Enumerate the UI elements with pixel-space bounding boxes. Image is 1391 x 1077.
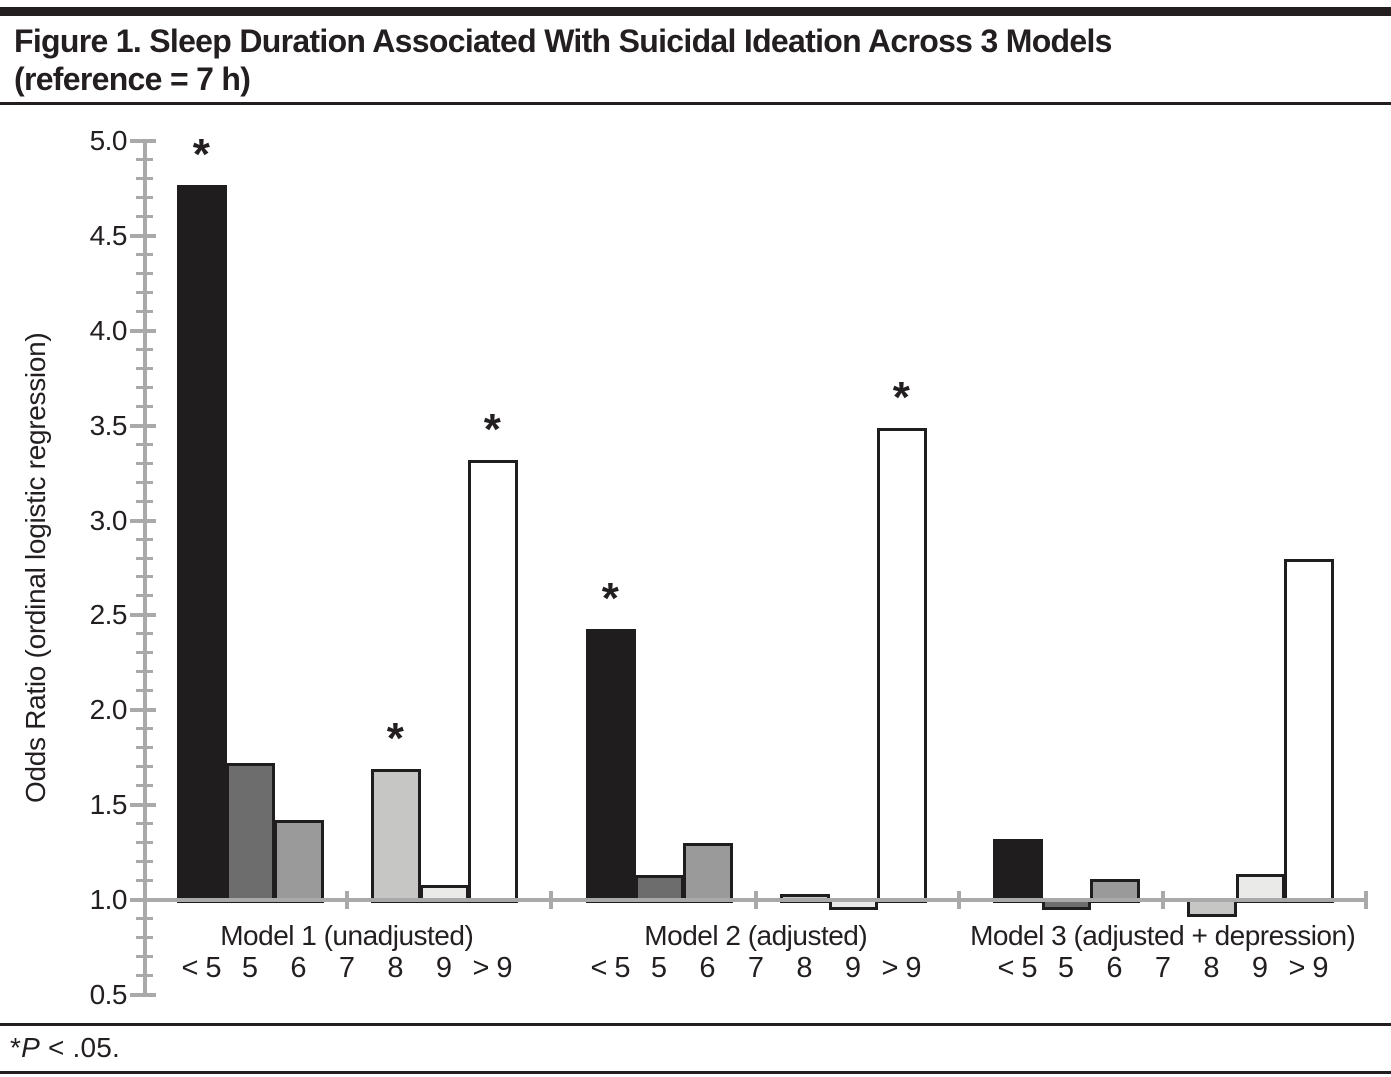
category-label: 5	[650, 952, 667, 984]
figure-title: Figure 1. Sleep Duration Associated With…	[14, 22, 1384, 98]
bar-6h	[274, 820, 324, 904]
category-label: 9	[844, 952, 861, 984]
y-tick-label: 4.5	[89, 219, 128, 251]
bar-8h	[371, 769, 421, 904]
category-label: 7	[747, 952, 764, 984]
y-tick-label: 4.0	[89, 314, 128, 346]
y-tick-label: 1.5	[89, 789, 128, 821]
category-label: 7	[338, 952, 355, 984]
category-label: 9	[1251, 952, 1268, 984]
significance-asterisk: *	[483, 404, 501, 454]
x-axis-tick	[549, 891, 554, 910]
category-label: 8	[1203, 952, 1220, 984]
category-label: < 5	[590, 952, 631, 984]
bottom-rule	[0, 1071, 1391, 1074]
bar-9h	[877, 427, 927, 904]
category-label: 7	[1154, 952, 1171, 984]
y-tick-label: 5.0	[89, 125, 128, 156]
footnote-text: < .05.	[40, 1032, 121, 1063]
bar-6h	[683, 843, 733, 904]
category-label: 8	[796, 952, 813, 984]
x-axis-tick	[1364, 891, 1368, 910]
x-axis-tick	[957, 891, 962, 910]
category-label: < 5	[181, 952, 222, 984]
y-tick-label: 1.0	[89, 884, 128, 916]
x-axis-tick	[753, 891, 758, 910]
bar-5h	[993, 839, 1043, 904]
title-divider-rule	[0, 102, 1391, 105]
category-label: 8	[387, 952, 404, 984]
y-tick-label: 3.0	[89, 504, 128, 536]
model-label: Model 1 (unadjusted)	[220, 920, 474, 951]
footnote-divider-rule	[0, 1023, 1391, 1026]
significance-asterisk: *	[601, 573, 619, 623]
figure-title-line2: (reference = 7 h)	[14, 61, 251, 97]
category-label: > 9	[1288, 952, 1329, 984]
model-label: Model 2 (adjusted)	[644, 920, 868, 951]
y-tick-label: 0.5	[89, 979, 128, 1010]
category-label: > 9	[472, 952, 513, 984]
x-axis-tick	[344, 891, 349, 910]
x-axis-tick	[1160, 891, 1165, 910]
y-tick-label: 2.0	[89, 694, 128, 726]
significance-asterisk: *	[892, 372, 910, 422]
category-label: 5	[1057, 952, 1074, 984]
y-axis-line	[143, 139, 147, 997]
category-label: 6	[699, 952, 716, 984]
category-label: 6	[290, 952, 307, 984]
bar-5h	[586, 628, 636, 904]
bar-5h	[177, 184, 227, 904]
footnote: *P < .05.	[10, 1032, 120, 1064]
top-bar	[0, 7, 1391, 16]
category-label: 5	[241, 952, 258, 984]
y-tick-label: 2.5	[89, 599, 128, 631]
model-label: Model 3 (adjusted + depression)	[970, 920, 1356, 951]
category-label: 6	[1106, 952, 1123, 984]
significance-asterisk: *	[192, 129, 210, 179]
figure-title-line1: Figure 1. Sleep Duration Associated With…	[14, 23, 1112, 59]
category-label: 9	[435, 952, 452, 984]
footnote-asterisk: *	[10, 1032, 22, 1063]
category-label: < 5	[997, 952, 1038, 984]
y-tick-label: 3.5	[89, 409, 128, 441]
bar-9h	[468, 459, 518, 904]
significance-asterisk: *	[386, 714, 404, 764]
bar-9h	[1284, 558, 1334, 904]
bar-5h	[225, 763, 275, 904]
category-label: > 9	[881, 952, 922, 984]
footnote-p: P	[21, 1032, 40, 1063]
